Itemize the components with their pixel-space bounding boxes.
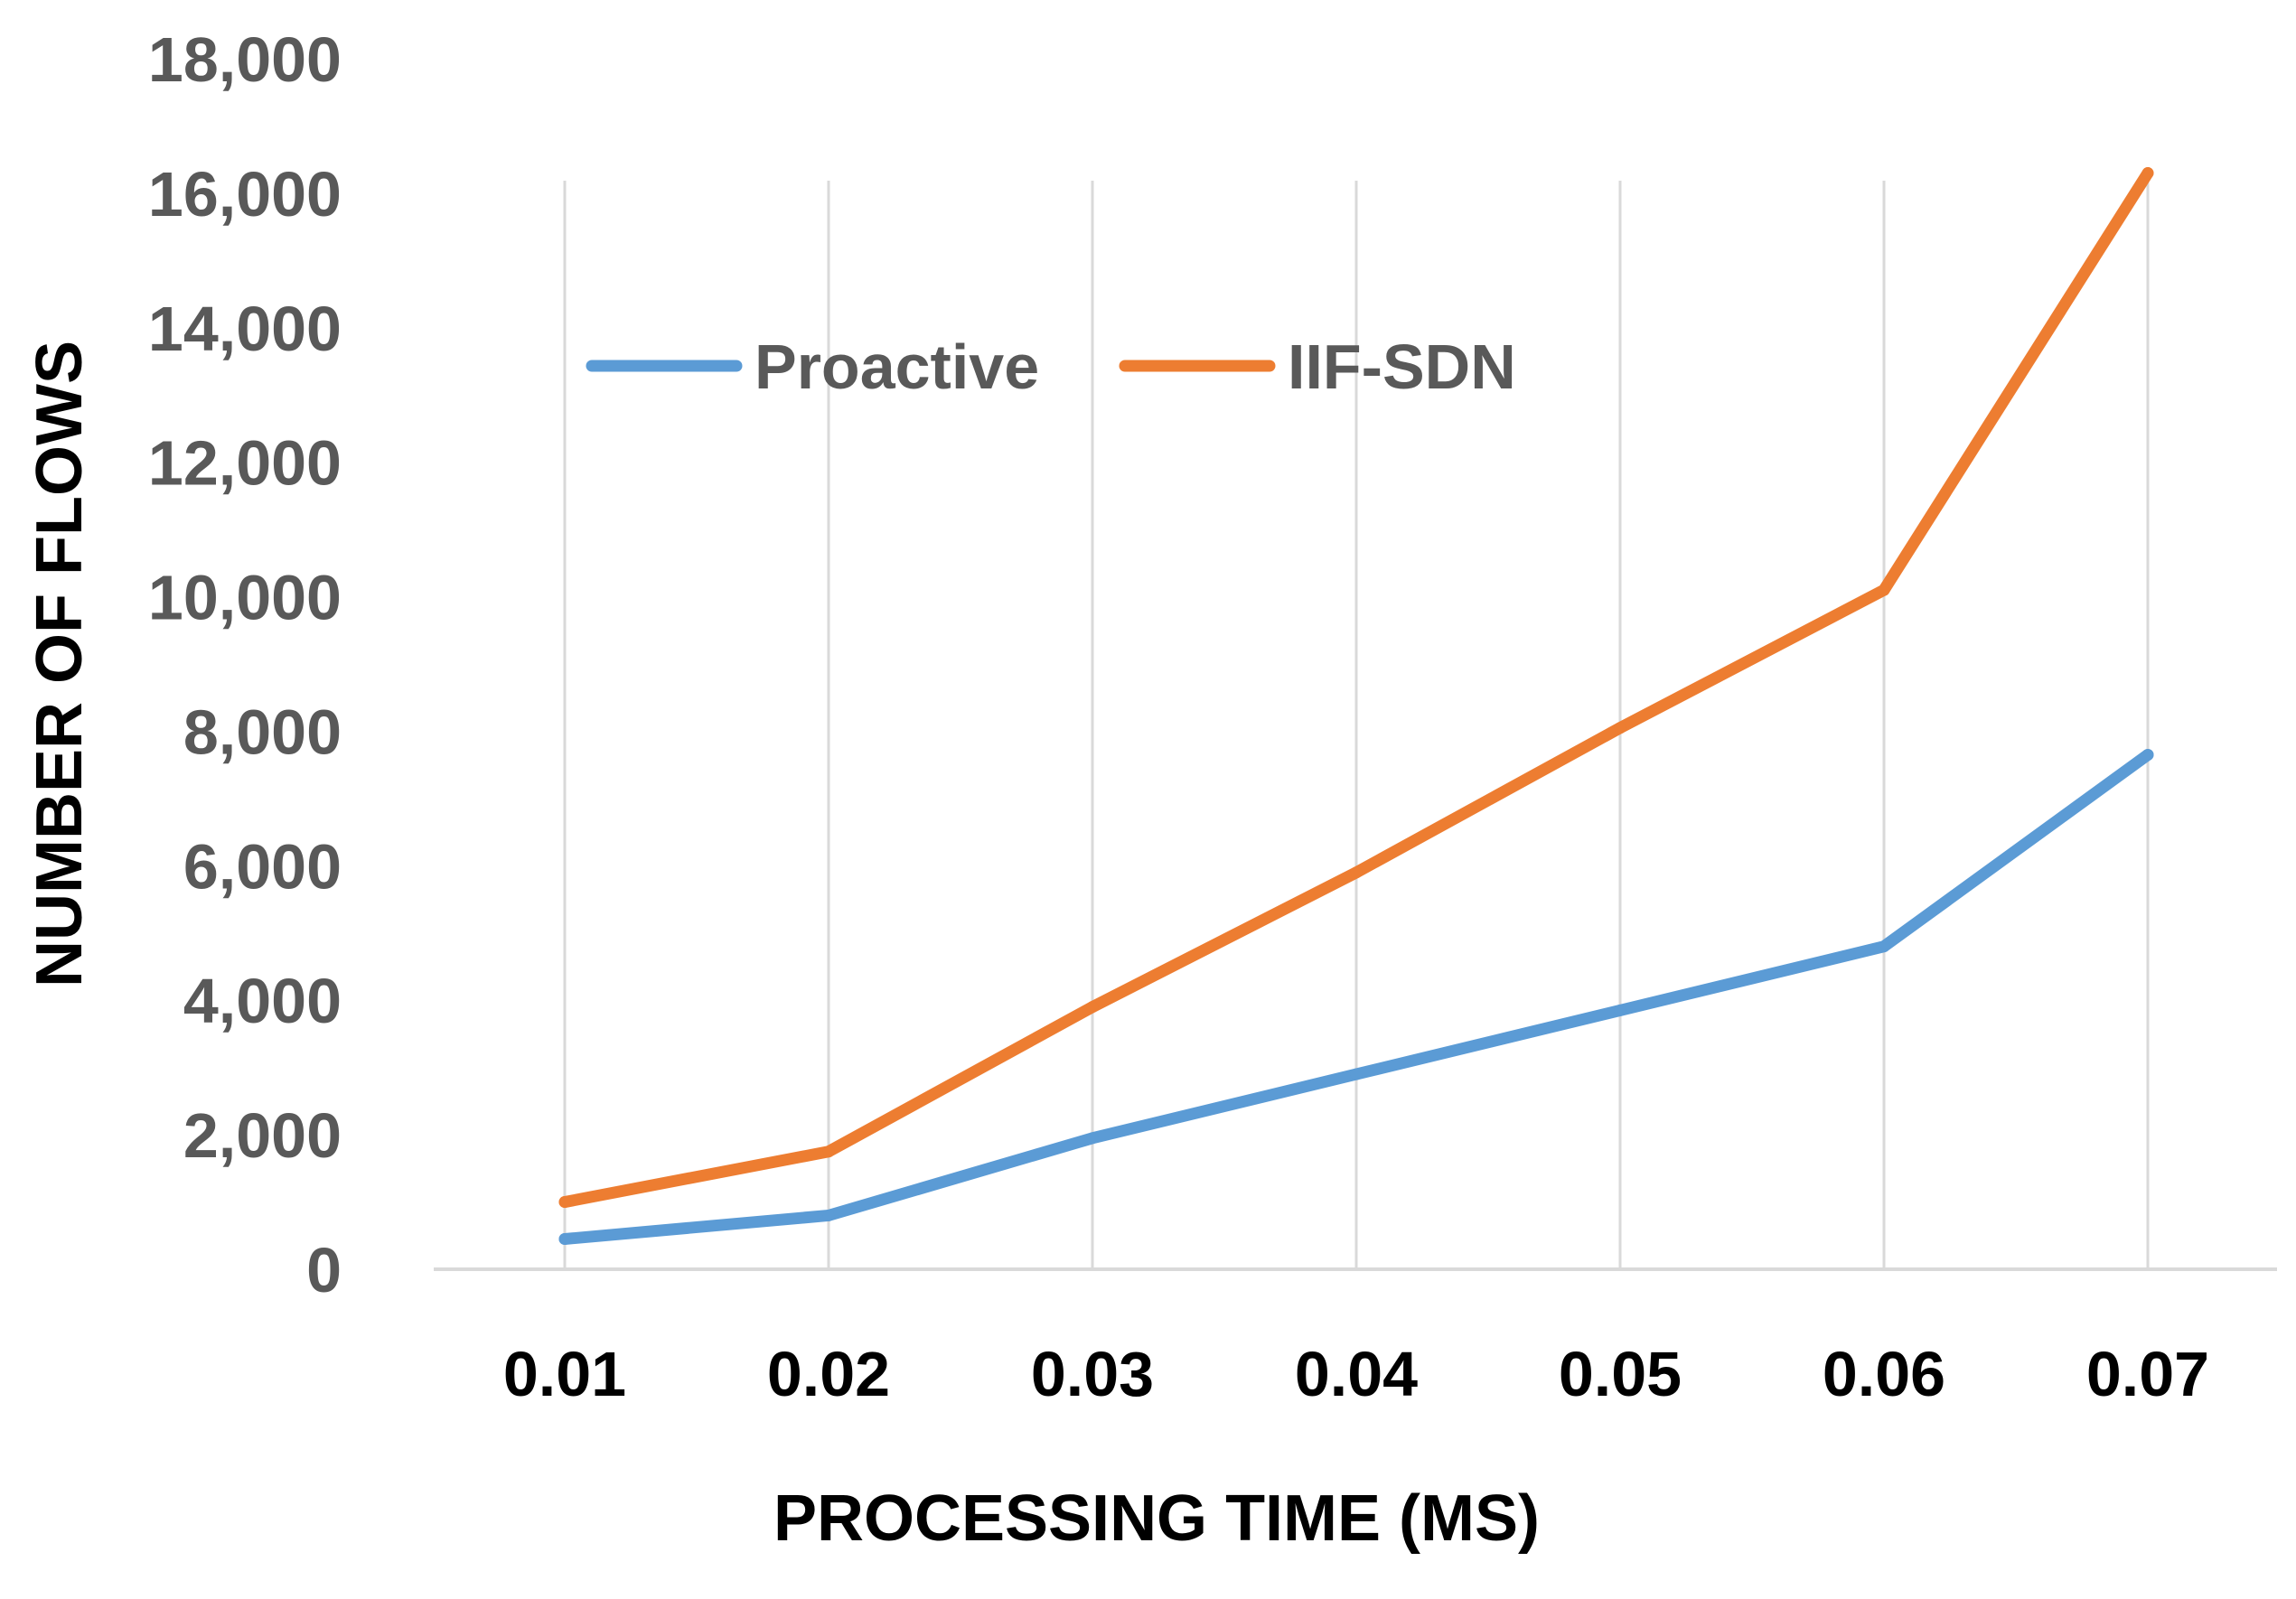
- y-tick-label: 0: [306, 1235, 342, 1305]
- x-tick-label: 0.01: [503, 1339, 626, 1409]
- data-point-proactive-0.01: [558, 1233, 571, 1245]
- x-tick-label: 0.03: [1031, 1339, 1154, 1409]
- y-tick-label: 2,000: [183, 1100, 342, 1171]
- y-tick-label: 10,000: [148, 563, 342, 633]
- x-tick-label: 0.07: [2086, 1339, 2209, 1409]
- legend-label-proactive: Proactive: [754, 332, 1039, 402]
- data-point-iif-sdn-0.05: [1614, 722, 1626, 734]
- y-tick-label: 6,000: [183, 831, 342, 902]
- x-tick-label: 0.02: [767, 1339, 890, 1409]
- x-axis-title: PROCESSING TIME (MS): [773, 1482, 1540, 1555]
- data-point-proactive-0.02: [822, 1209, 835, 1221]
- data-point-proactive-0.03: [1086, 1132, 1099, 1145]
- data-point-iif-sdn-0.01: [558, 1196, 571, 1209]
- data-point-iif-sdn-0.06: [1878, 584, 1890, 596]
- y-tick-label: 18,000: [148, 24, 342, 95]
- data-point-proactive-0.05: [1614, 1004, 1626, 1016]
- y-tick-label: 14,000: [148, 294, 342, 364]
- data-point-proactive-0.04: [1350, 1068, 1363, 1080]
- data-point-proactive-0.06: [1878, 940, 1890, 953]
- legend: Proactive IIF-SDN: [586, 332, 1516, 402]
- data-point-iif-sdn-0.03: [1086, 1001, 1099, 1014]
- y-tick-label: 16,000: [148, 159, 342, 229]
- y-tick-label: 8,000: [183, 697, 342, 767]
- x-tick-label: 0.05: [1559, 1339, 1682, 1409]
- legend-label-iif-sdn: IIF-SDN: [1288, 332, 1516, 402]
- data-point-iif-sdn-0.07: [2141, 167, 2154, 180]
- y-tick-label: 4,000: [183, 966, 342, 1036]
- x-tick-label: 0.04: [1295, 1339, 1418, 1409]
- y-axis-ticks: 0 2,000 4,000 6,000 8,000 10,000 12,000 14,000 1…: [148, 24, 342, 1305]
- series-lines: [558, 167, 2154, 1245]
- y-tick-label: 12,000: [148, 428, 342, 499]
- data-point-iif-sdn-0.02: [822, 1145, 835, 1158]
- y-axis-title: NUMBER OF FLOWS: [23, 341, 96, 987]
- x-tick-label: 0.06: [1823, 1339, 1945, 1409]
- data-point-proactive-0.07: [2141, 749, 2154, 761]
- data-point-iif-sdn-0.04: [1350, 866, 1363, 879]
- x-axis-ticks: 0.01 0.02 0.03 0.04 0.05 0.06 0.07: [503, 1339, 2209, 1409]
